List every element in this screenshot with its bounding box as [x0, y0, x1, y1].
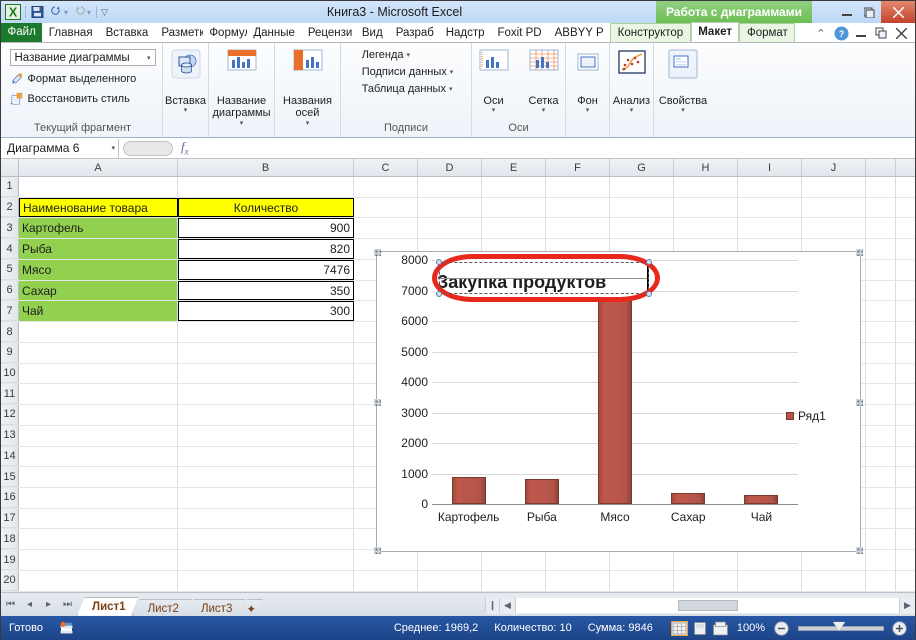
svg-text:X: X [9, 6, 18, 20]
svg-text:?: ? [838, 29, 844, 39]
